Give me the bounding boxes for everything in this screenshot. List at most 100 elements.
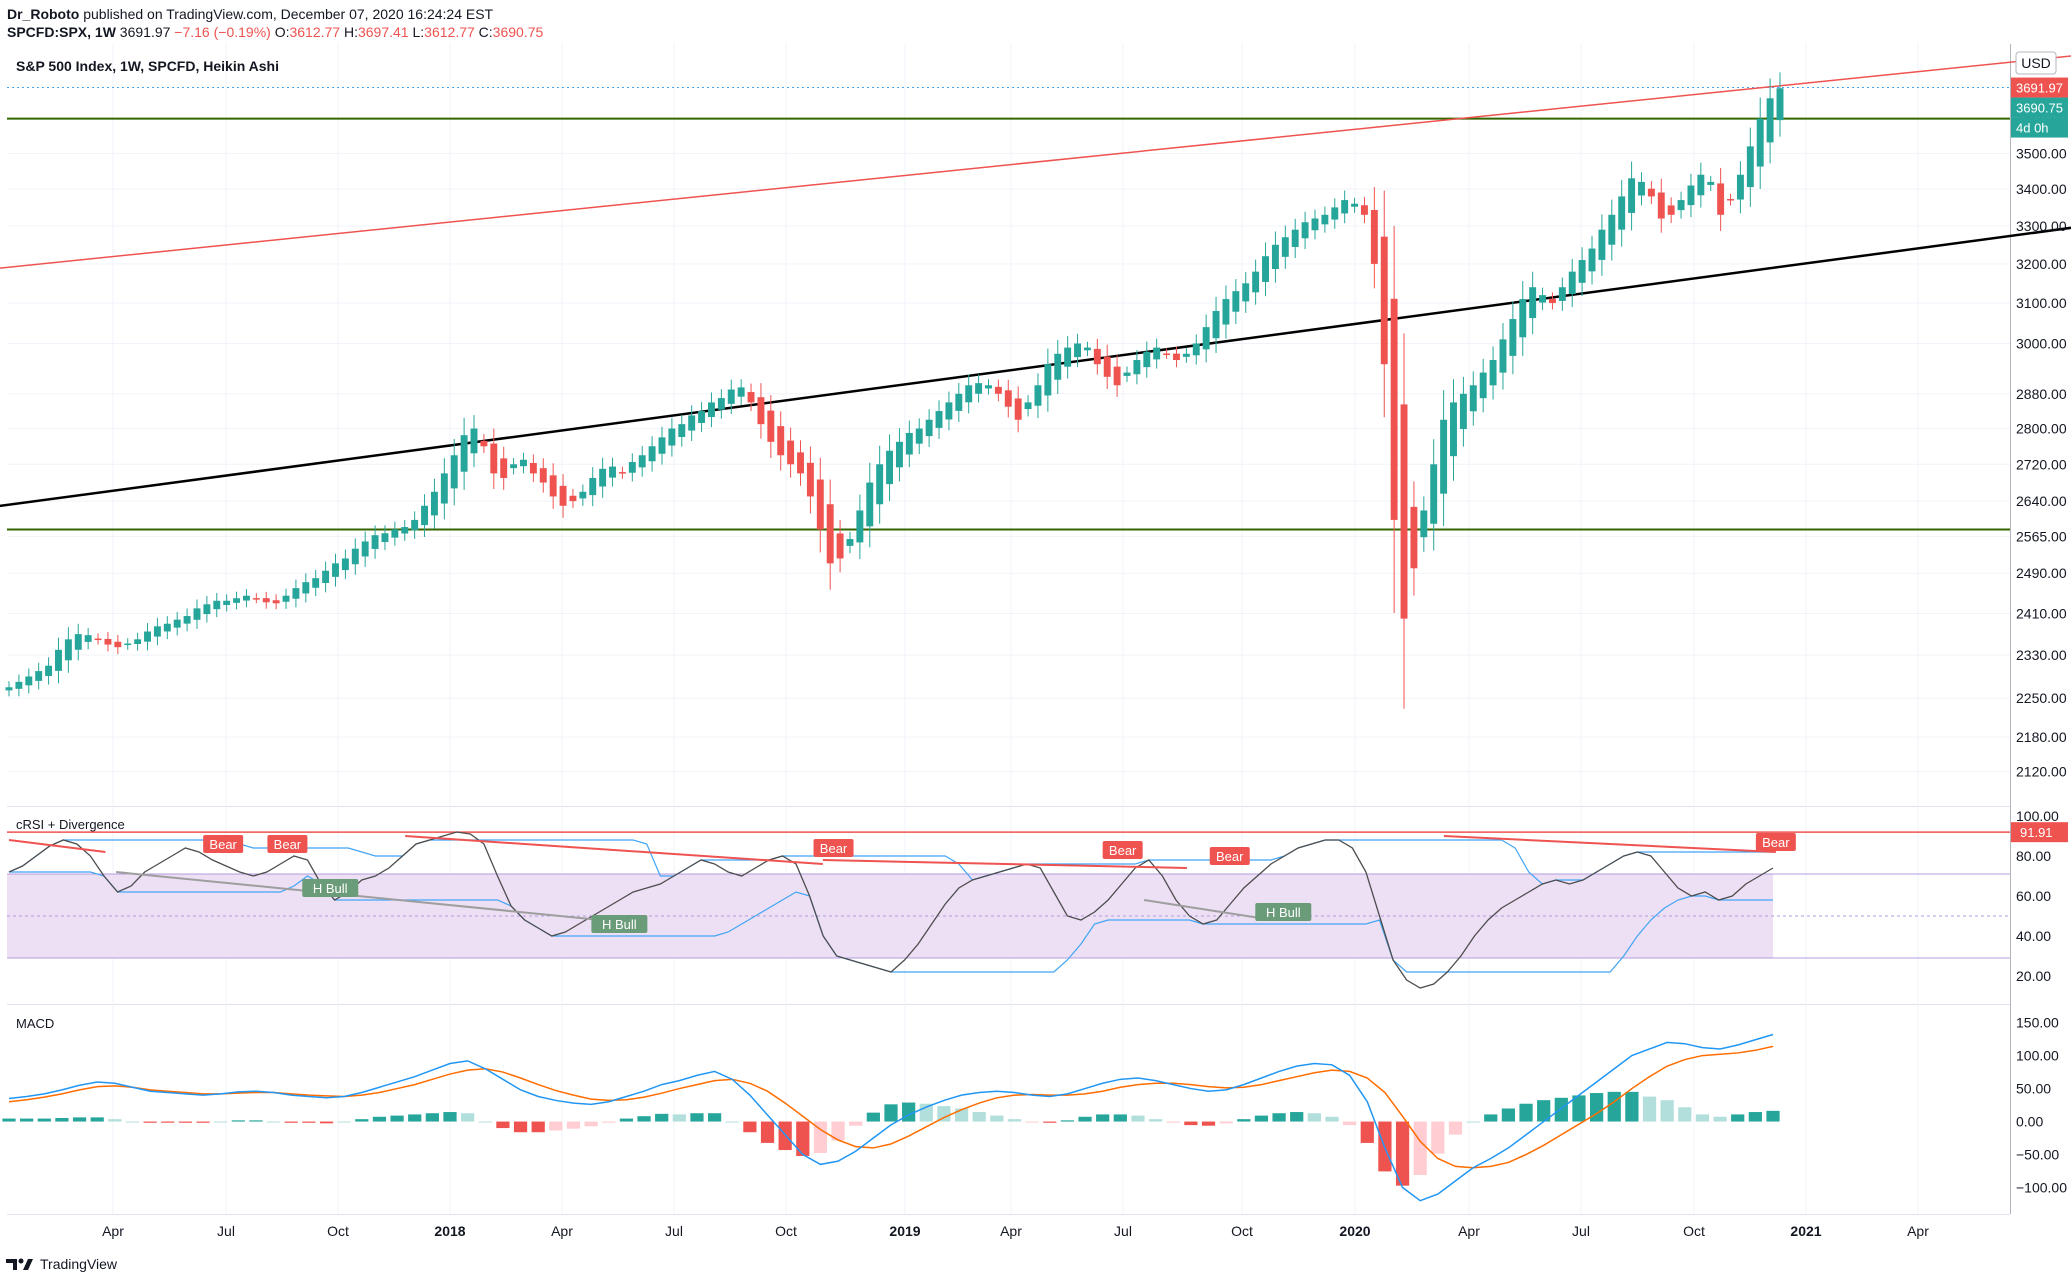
candle-body	[1469, 385, 1477, 412]
macd-histogram-bar	[831, 1121, 845, 1141]
macd-histogram-bar	[637, 1116, 651, 1122]
high-label: H:	[343, 24, 358, 40]
candle-body	[173, 619, 181, 628]
time-tick-label: Apr	[102, 1223, 124, 1239]
divergence-tag: Bear	[274, 837, 302, 852]
candle-body	[1242, 283, 1250, 302]
low-label: L:	[412, 24, 425, 40]
time-tick-label: Apr	[551, 1223, 573, 1239]
candle-body	[1064, 347, 1072, 367]
candle-body	[490, 443, 498, 474]
macd-histogram-bar	[1731, 1114, 1745, 1122]
candle-body	[1034, 385, 1042, 406]
brand-name: TradingView	[40, 1256, 118, 1272]
high-value: 3697.41	[357, 24, 409, 40]
candle-body	[945, 402, 953, 420]
last-price-tag: 3691.97	[2016, 81, 2063, 96]
macd-histogram-bar	[55, 1117, 69, 1122]
price-tick-label: 2180.00	[2016, 729, 2067, 745]
candle-body	[717, 398, 725, 410]
candle-body	[1331, 207, 1339, 220]
candle-body	[1113, 366, 1121, 386]
time-tick-label: Jul	[217, 1223, 235, 1239]
macd-histogram-bar	[1748, 1112, 1762, 1122]
candle-body	[767, 410, 775, 442]
candle-body	[134, 639, 142, 644]
candle-body	[925, 419, 933, 437]
macd-histogram-bar	[1501, 1108, 1516, 1122]
candle-body	[658, 437, 666, 454]
price-axis[interactable]: 3600.003500.003400.003300.003200.003100.…	[2011, 51, 2068, 1196]
macd-pane[interactable]: MACD	[2, 1016, 1780, 1202]
chart-canvas[interactable]: S&P 500 Index, 1W, SPCFD, Heikin Ashi cR…	[0, 44, 2071, 1256]
macd-histogram-bar	[1448, 1121, 1463, 1135]
candle-body	[747, 392, 755, 403]
candle-body	[282, 595, 290, 602]
crsi-pane[interactable]: cRSI + Divergence Bear Bear Bear Bear Bear Be…	[7, 817, 2010, 989]
divergence-tag: Bear	[1109, 843, 1137, 858]
macd-histogram-bar	[672, 1114, 686, 1122]
candle-body	[1519, 299, 1527, 338]
rsi-tick-label: 60.00	[2016, 888, 2051, 904]
candle-body	[520, 459, 527, 467]
candle-body	[1430, 464, 1438, 524]
candle-body	[1647, 188, 1655, 197]
macd-histogram-bar	[1642, 1096, 1657, 1122]
candle-body	[1153, 347, 1161, 360]
macd-histogram-bar	[1325, 1116, 1339, 1122]
price-tick-label: 2720.00	[2016, 456, 2067, 472]
macd-histogram-bar	[1537, 1100, 1551, 1122]
divergence-tag-bg	[1755, 833, 1796, 851]
macd-histogram-bar	[1007, 1119, 1022, 1122]
time-tick-label: Jul	[1114, 1223, 1132, 1239]
candle-body	[529, 462, 537, 474]
macd-tick-label: 150.00	[2016, 1015, 2059, 1031]
macd-histogram-bar	[1254, 1115, 1269, 1122]
macd-histogram-bar	[1166, 1121, 1180, 1123]
candle-body	[163, 623, 171, 632]
candle-body	[104, 638, 112, 645]
macd-histogram-bar	[1678, 1107, 1692, 1122]
macd-histogram-bar	[1113, 1114, 1127, 1122]
candle-body	[1321, 214, 1329, 225]
candle-body	[1766, 98, 1774, 143]
macd-histogram-bar	[990, 1115, 1004, 1122]
footer: TradingView	[6, 1256, 117, 1272]
candle-body	[965, 385, 973, 403]
candle-body	[1420, 510, 1428, 538]
symbol-name[interactable]: SPCFD:SPX, 1W	[7, 24, 116, 40]
author-name[interactable]: Dr_Roboto	[7, 6, 80, 22]
candle-body	[1598, 229, 1606, 260]
divergence-line	[405, 835, 823, 865]
candle-body	[1054, 353, 1062, 380]
price-tick-label: 3000.00	[2016, 335, 2067, 351]
macd-line	[8, 1033, 1774, 1202]
macd-histogram-bar	[496, 1121, 510, 1129]
candle-body	[361, 541, 369, 557]
candle-body	[549, 475, 557, 497]
price-change: −7.16 (−0.19%)	[174, 24, 271, 40]
macd-histogram-bar	[602, 1121, 616, 1123]
candle-body	[688, 415, 696, 431]
last-price-tag-bg	[2011, 77, 2068, 98]
candle-body	[1479, 372, 1487, 399]
candle-body	[223, 600, 231, 605]
price-pane[interactable]: S&P 500 Index, 1W, SPCFD, Heikin Ashi	[0, 44, 2071, 709]
rsi-tick-label: 20.00	[2016, 968, 2051, 984]
candle-body	[440, 473, 448, 504]
time-tick-label: Oct	[1683, 1223, 1705, 1239]
macd-histogram-bar	[161, 1121, 175, 1123]
candle-body	[1628, 178, 1636, 213]
time-axis[interactable]: Apr Jul Oct 2018 Apr Jul Oct 2019 Apr Jul Oct 2020 A…	[102, 1223, 1929, 1239]
trend-line-red	[0, 55, 2071, 269]
trend-line-black	[0, 226, 2071, 508]
macd-histogram-bar	[937, 1106, 951, 1122]
macd-histogram-bar	[655, 1113, 669, 1122]
candle-body	[876, 464, 884, 505]
candle-body	[935, 411, 943, 428]
divergence-tag: Bear	[1216, 849, 1244, 864]
macd-histogram-bar	[266, 1121, 281, 1123]
candle-body	[856, 510, 864, 543]
candle-body	[1173, 353, 1180, 361]
macd-histogram-bar	[1184, 1121, 1198, 1126]
